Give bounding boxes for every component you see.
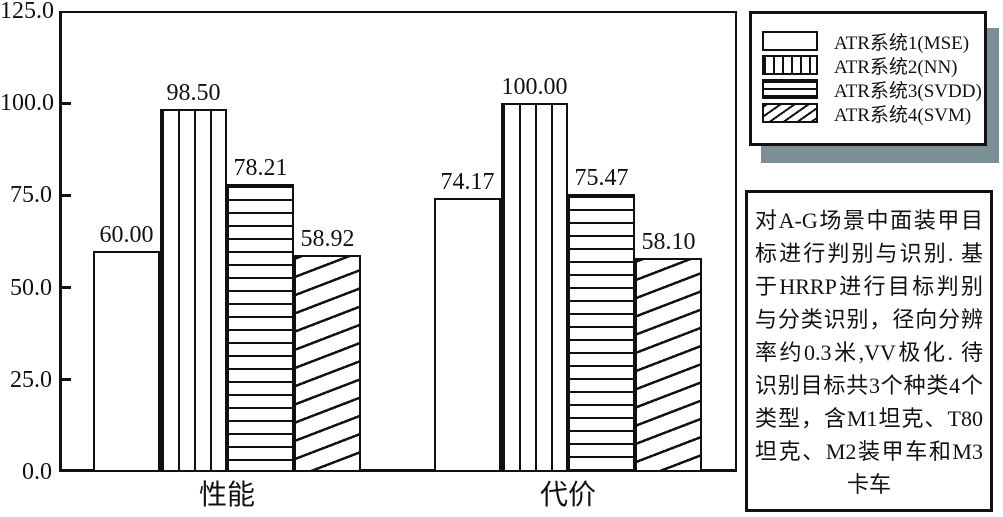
y-axis-tick-label: 50.0 (10, 275, 52, 301)
y-axis-tick (62, 102, 71, 105)
annotation-text-line: 类型，含M1坦克、T80 (755, 406, 983, 431)
bar-value-label: 74.17 (440, 169, 495, 195)
annotation-text-line: 坦克、M2装甲车和M3 (755, 439, 983, 464)
annotation-text-line: 识别目标共3个种类4个 (755, 373, 983, 398)
legend-item: ATR系统4(SVM) (762, 101, 984, 126)
legend-item-label: ATR系统3(SVDD) (834, 80, 982, 102)
y-axis-tick (62, 286, 71, 289)
annotation-text-line: 卡车 (846, 472, 891, 497)
x-axis-category-label: 代价 (539, 480, 596, 511)
legend-item: ATR系统2(NN) (762, 53, 984, 78)
annotation-text-line: 于HRRP进行目标判别 (755, 274, 983, 299)
legend-item: ATR系统1(MSE) (762, 29, 984, 54)
annotation-text-line: 与分类识别，径向分辨 (755, 307, 983, 332)
bar-value-label: 60.00 (99, 222, 154, 248)
bar-value-label: 78.21 (233, 155, 288, 181)
bar-series2-group2 (501, 103, 568, 472)
bar-series4-group2 (635, 257, 702, 472)
bar-value-label: 100.00 (501, 74, 568, 100)
bar-value-label: 98.50 (166, 80, 221, 106)
bar-series2-group1 (160, 108, 227, 472)
legend-swatch-horizontal-icon (762, 79, 818, 99)
bar-value-label: 58.10 (641, 229, 696, 255)
legend-item-label: ATR系统4(SVM) (834, 104, 972, 126)
y-axis-tick-label: 75.0 (10, 182, 52, 208)
annotation-text-line: 对A-G场景中面装甲目 (755, 208, 983, 233)
legend-swatch-vertical-icon (762, 55, 818, 75)
y-axis-tick-label: 125.0 (0, 0, 54, 24)
legend-swatch-plain-icon (762, 31, 818, 51)
x-axis-category-label: 性能 (198, 480, 255, 511)
annotation-text-line: 率约0.3米,VV极化. 待 (755, 340, 983, 365)
y-axis-tick (62, 194, 71, 197)
bar-value-label: 58.92 (300, 226, 355, 252)
bar-value-label: 75.47 (574, 165, 629, 191)
bar-series3-group2 (568, 193, 635, 472)
bar-series3-group1 (227, 183, 294, 472)
legend-item: ATR系统3(SVDD) (762, 77, 984, 102)
legend-box: ATR系统1(MSE) ATR系统2(NN) ATR系统3(SVDD) ATR系统4(… (749, 11, 987, 146)
legend-item-label: ATR系统1(MSE) (834, 32, 970, 54)
legend-swatch-diagonal-icon (762, 103, 818, 123)
y-axis-tick-label: 0.0 (22, 459, 52, 485)
annotation-box: 对A-G场景中面装甲目 标进行判别与识别. 基于HRRP进行目标判别 与分类识别，径… (745, 190, 993, 512)
legend-item-label: ATR系统2(NN) (834, 56, 958, 78)
y-axis-tick-label: 25.0 (10, 367, 52, 393)
bar-series1-group2 (434, 198, 501, 472)
annotation-text-line: 标进行判别与识别. 基 (755, 241, 983, 266)
y-axis-tick-label: 100.0 (0, 90, 54, 116)
bar-series1-group1 (93, 250, 160, 472)
bar-series4-group1 (294, 254, 361, 472)
y-axis-tick (62, 378, 71, 381)
